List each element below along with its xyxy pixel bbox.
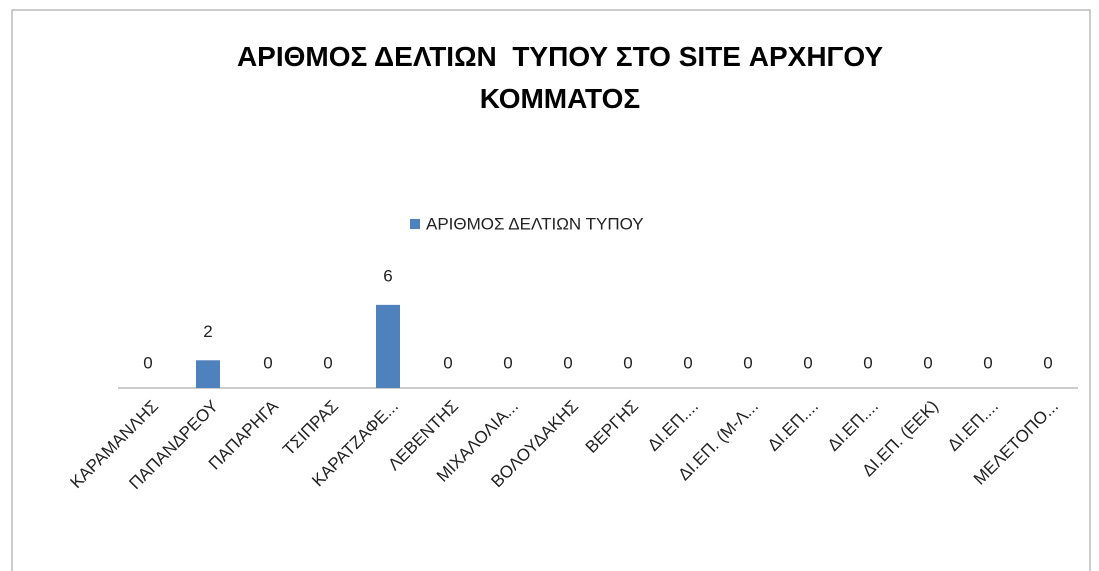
data-label: 0	[443, 353, 452, 372]
x-tick-label: ΔΙ.ΕΠ....	[944, 397, 1002, 455]
x-tick-label: ΒΕΡΓΗΣ	[582, 397, 642, 457]
data-label: 0	[623, 353, 632, 372]
x-tick-label: ΔΙ.ΕΠ....	[764, 397, 822, 455]
x-tick-label: ΔΙ.ΕΠ....	[644, 397, 702, 455]
bar	[196, 360, 220, 388]
legend-label: ΑΡΙΘΜΟΣ ΔΕΛΤΙΩΝ ΤΥΠΟΥ	[426, 214, 644, 233]
chart-title: ΑΡΙΘΜΟΣ ΔΕΛΤΙΩΝ ΤΥΠΟΥ ΣΤΟ SITE ΑΡΧΗΓΟΥ Κ…	[236, 41, 891, 114]
data-label: 2	[203, 322, 212, 341]
data-label: 0	[923, 353, 932, 372]
x-tick-label: ΔΙ.ΕΠ....	[824, 397, 882, 455]
data-label: 0	[263, 353, 272, 372]
data-label: 6	[383, 266, 392, 285]
x-tick-label: ΤΣΙΠΡΑΣ	[279, 397, 342, 460]
data-label: 0	[563, 353, 572, 372]
data-label: 0	[863, 353, 872, 372]
data-label: 0	[143, 353, 152, 372]
chart-frame	[11, 9, 1091, 571]
data-label: 0	[323, 353, 332, 372]
data-label: 0	[803, 353, 812, 372]
data-label: 0	[743, 353, 752, 372]
data-label: 0	[1043, 353, 1052, 372]
bar	[376, 304, 400, 388]
data-label: 0	[683, 353, 692, 372]
data-label: 0	[983, 353, 992, 372]
data-label: 0	[503, 353, 512, 372]
legend-swatch	[410, 219, 420, 229]
